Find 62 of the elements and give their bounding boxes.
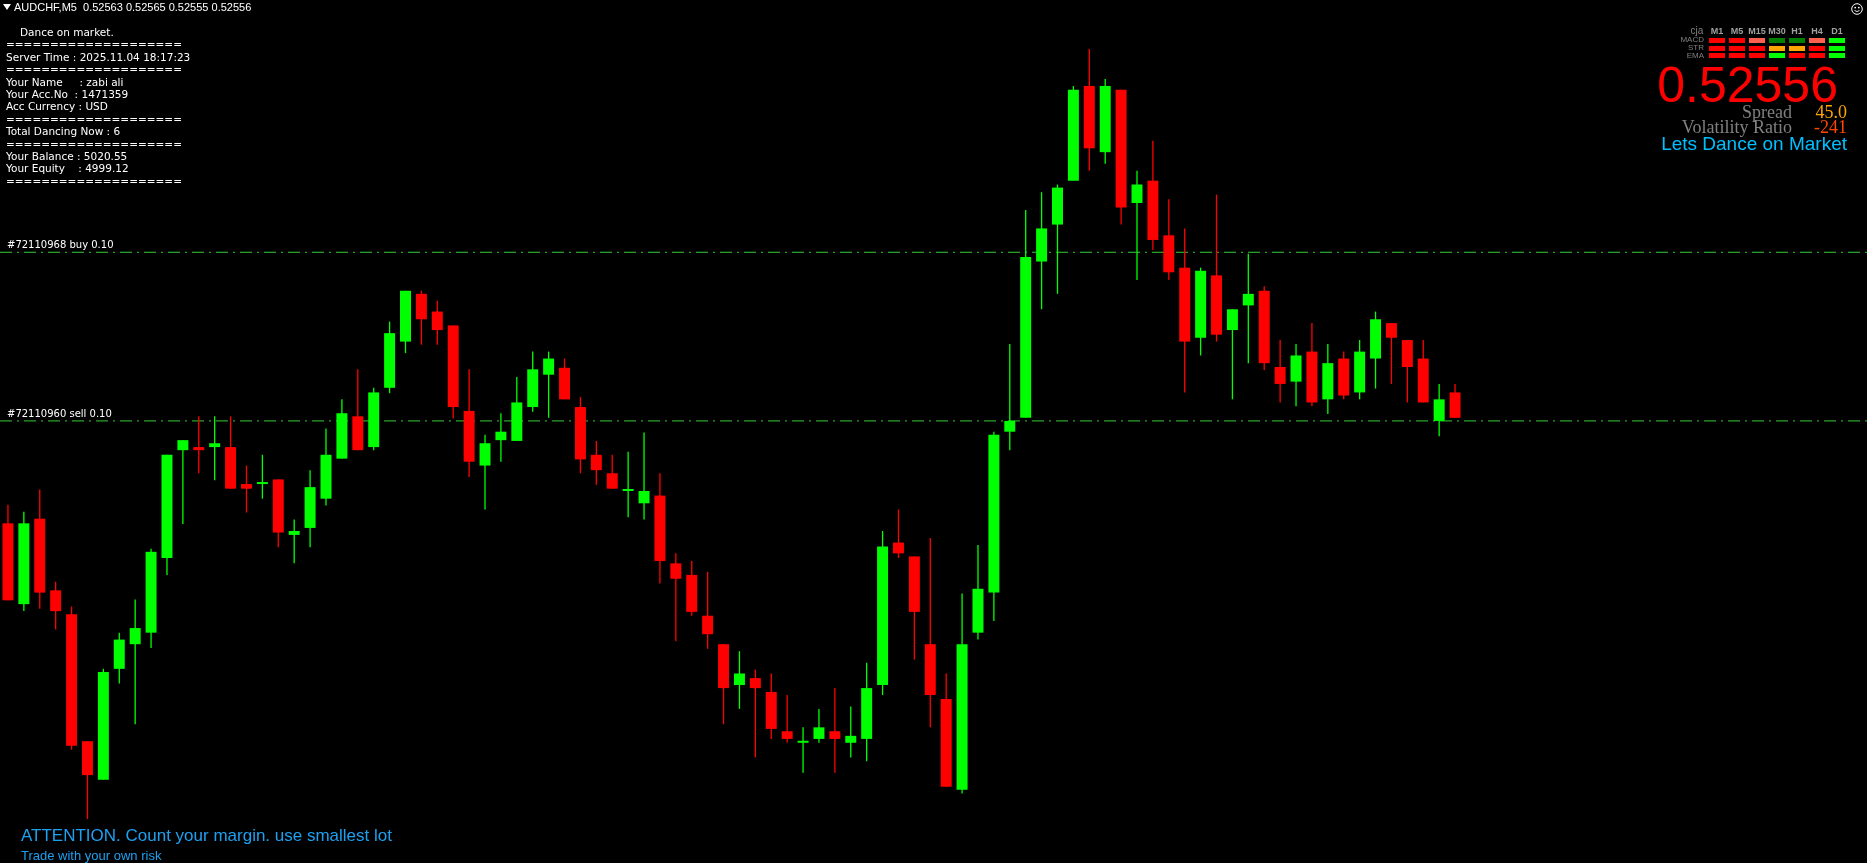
annotation: Server Time : 2025.11.04 18:17:23 [6, 50, 191, 63]
candlestick [431, 300, 443, 346]
candlestick [781, 694, 793, 744]
candlestick [241, 464, 252, 514]
candlestick [1274, 339, 1286, 404]
candlestick [177, 439, 189, 525]
text: M1 [1710, 25, 1724, 36]
text: cja [1690, 25, 1704, 36]
text: ATTENTION. Count your margin. use smallest lot [21, 826, 392, 845]
candlestick [1242, 253, 1254, 364]
candlestick [543, 350, 555, 419]
text: STR [1688, 43, 1704, 52]
text: D1 [1831, 25, 1843, 36]
candlestick [1433, 383, 1445, 437]
annotation: ==================== [6, 174, 182, 187]
annotation: ==================== [6, 137, 182, 150]
candlestick [209, 415, 221, 481]
candlestick [1226, 308, 1238, 400]
annotation: Your Acc.No : 1471359 [6, 88, 129, 100]
text: H1 [1791, 25, 1803, 36]
candlestick [845, 705, 857, 759]
chart-title: AUDCHF,M5 0.52563 0.52565 0.52555 0.52556 [14, 1, 252, 13]
annotation: Your Equity : 4999.12 [6, 162, 129, 175]
candlestick [50, 581, 62, 631]
text: MACD [1680, 35, 1704, 44]
candlestick [495, 412, 507, 463]
annotation: ==================== [6, 38, 182, 51]
candlestick [749, 668, 761, 759]
candlestick [1004, 343, 1016, 451]
candlestick [590, 440, 602, 486]
candlestick [1385, 322, 1397, 385]
annotation: ==================== [6, 112, 182, 125]
text: Trade with your own risk [21, 848, 162, 863]
annotation: Total Dancing Now : 6 [6, 125, 121, 138]
annotation: Your Balance : 5020.55 [6, 150, 128, 162]
candlestick [702, 571, 714, 650]
candlestick [193, 415, 205, 474]
candlestick [670, 552, 682, 642]
text: M5 [1730, 25, 1744, 36]
candlestick [813, 708, 825, 744]
ref-line-label: #72110968 buy 0.10 [7, 238, 114, 250]
candlestick [479, 434, 491, 511]
text: -241 [1814, 117, 1847, 137]
text: H4 [1811, 25, 1823, 36]
candlestick [638, 431, 650, 521]
candlestick [606, 454, 618, 490]
ref-line-label: #72110960 sell 0.10 [7, 407, 112, 419]
candlestick [797, 726, 809, 774]
text: EMA [1686, 51, 1704, 60]
annotation: ==================== [6, 63, 182, 76]
annotation: Acc Currency : USD [6, 100, 108, 113]
candlestick [256, 454, 268, 500]
candlestick [829, 687, 841, 774]
text: M15 [1748, 25, 1766, 36]
text: Dance on market. [20, 26, 114, 38]
candlestick [733, 650, 745, 710]
text: M30 [1768, 25, 1786, 36]
candlestick [129, 598, 141, 725]
candlestick [622, 451, 634, 518]
candlestick [892, 508, 904, 559]
annotation: Your Name : zabi ali [6, 75, 124, 88]
candlestick [288, 518, 300, 565]
